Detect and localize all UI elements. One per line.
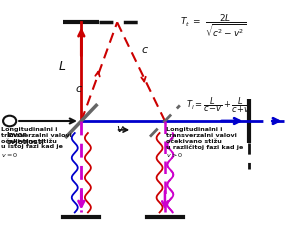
Text: $c$: $c$: [75, 84, 83, 94]
Text: $T_t\ =\ \dfrac{2L}{\sqrt{c^2-v^2}}$: $T_t\ =\ \dfrac{2L}{\sqrt{c^2-v^2}}$: [180, 12, 246, 39]
Text: $T_l=\dfrac{L}{c\!-\!v}+\dfrac{L}{c\!+\!v}$: $T_l=\dfrac{L}{c\!-\!v}+\dfrac{L}{c\!+\!…: [186, 96, 251, 115]
Text: $v$: $v$: [116, 124, 124, 134]
Text: Longitudinalni i
transverzalni valovi
očekivano stižu
u različitoj fazi kad je
$: Longitudinalni i transverzalni valovi oč…: [167, 127, 244, 159]
Text: $L$: $L$: [58, 60, 66, 73]
Text: Izvor
svjetlosti: Izvor svjetlosti: [7, 132, 44, 145]
Text: $c$: $c$: [141, 45, 149, 54]
Text: Longitudinalni i
transverzalni valovi
očekivano stižu
u istoj fazi kad je
$v=0$: Longitudinalni i transverzalni valovi oč…: [1, 127, 72, 159]
